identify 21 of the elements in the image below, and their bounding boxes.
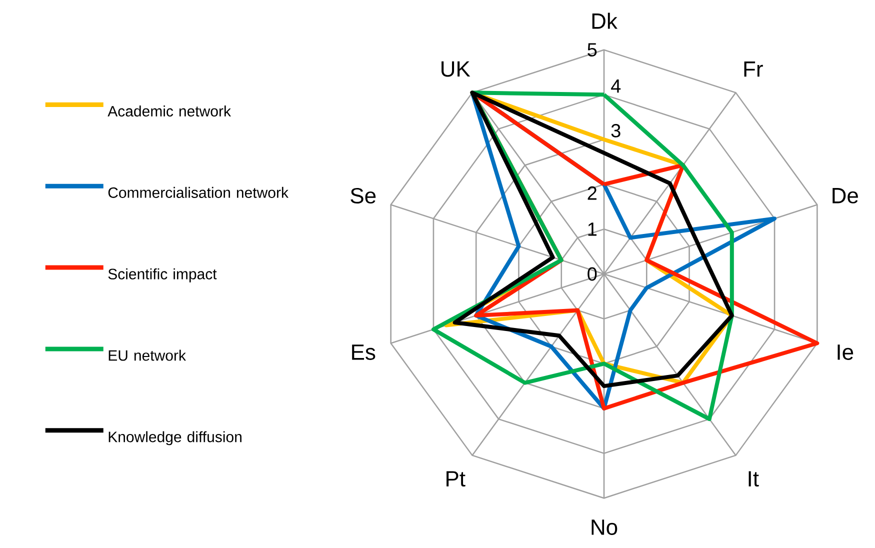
spoke-label: Dk xyxy=(592,12,618,29)
y-tick-label: 4 xyxy=(611,80,621,93)
spoke-label: No xyxy=(592,520,618,535)
legend-label: Commercialisation network xyxy=(108,186,288,198)
y-tick-label: 2 xyxy=(588,186,596,200)
spoke-label: UK xyxy=(442,61,470,77)
legend-label: Academic network xyxy=(108,106,231,117)
spoke-label: It xyxy=(748,471,759,487)
legend-label: Scientific impact xyxy=(108,268,217,282)
y-tick-label: 3 xyxy=(611,124,620,138)
legend-label: EU network xyxy=(108,350,186,361)
spoke-label: Es xyxy=(352,344,376,360)
legend-label: Knowledge diffusion xyxy=(108,431,242,446)
spoke-label: Fr xyxy=(744,62,763,77)
y-tick-label: 0 xyxy=(588,267,597,281)
spoke-label: De xyxy=(832,188,858,204)
y-tick-label: 1 xyxy=(588,222,596,236)
spoke-label: Ie xyxy=(838,344,854,360)
y-tick-label: 5 xyxy=(588,43,597,56)
spoke-label: Se xyxy=(350,188,376,204)
spoke-label: Pt xyxy=(446,471,466,487)
